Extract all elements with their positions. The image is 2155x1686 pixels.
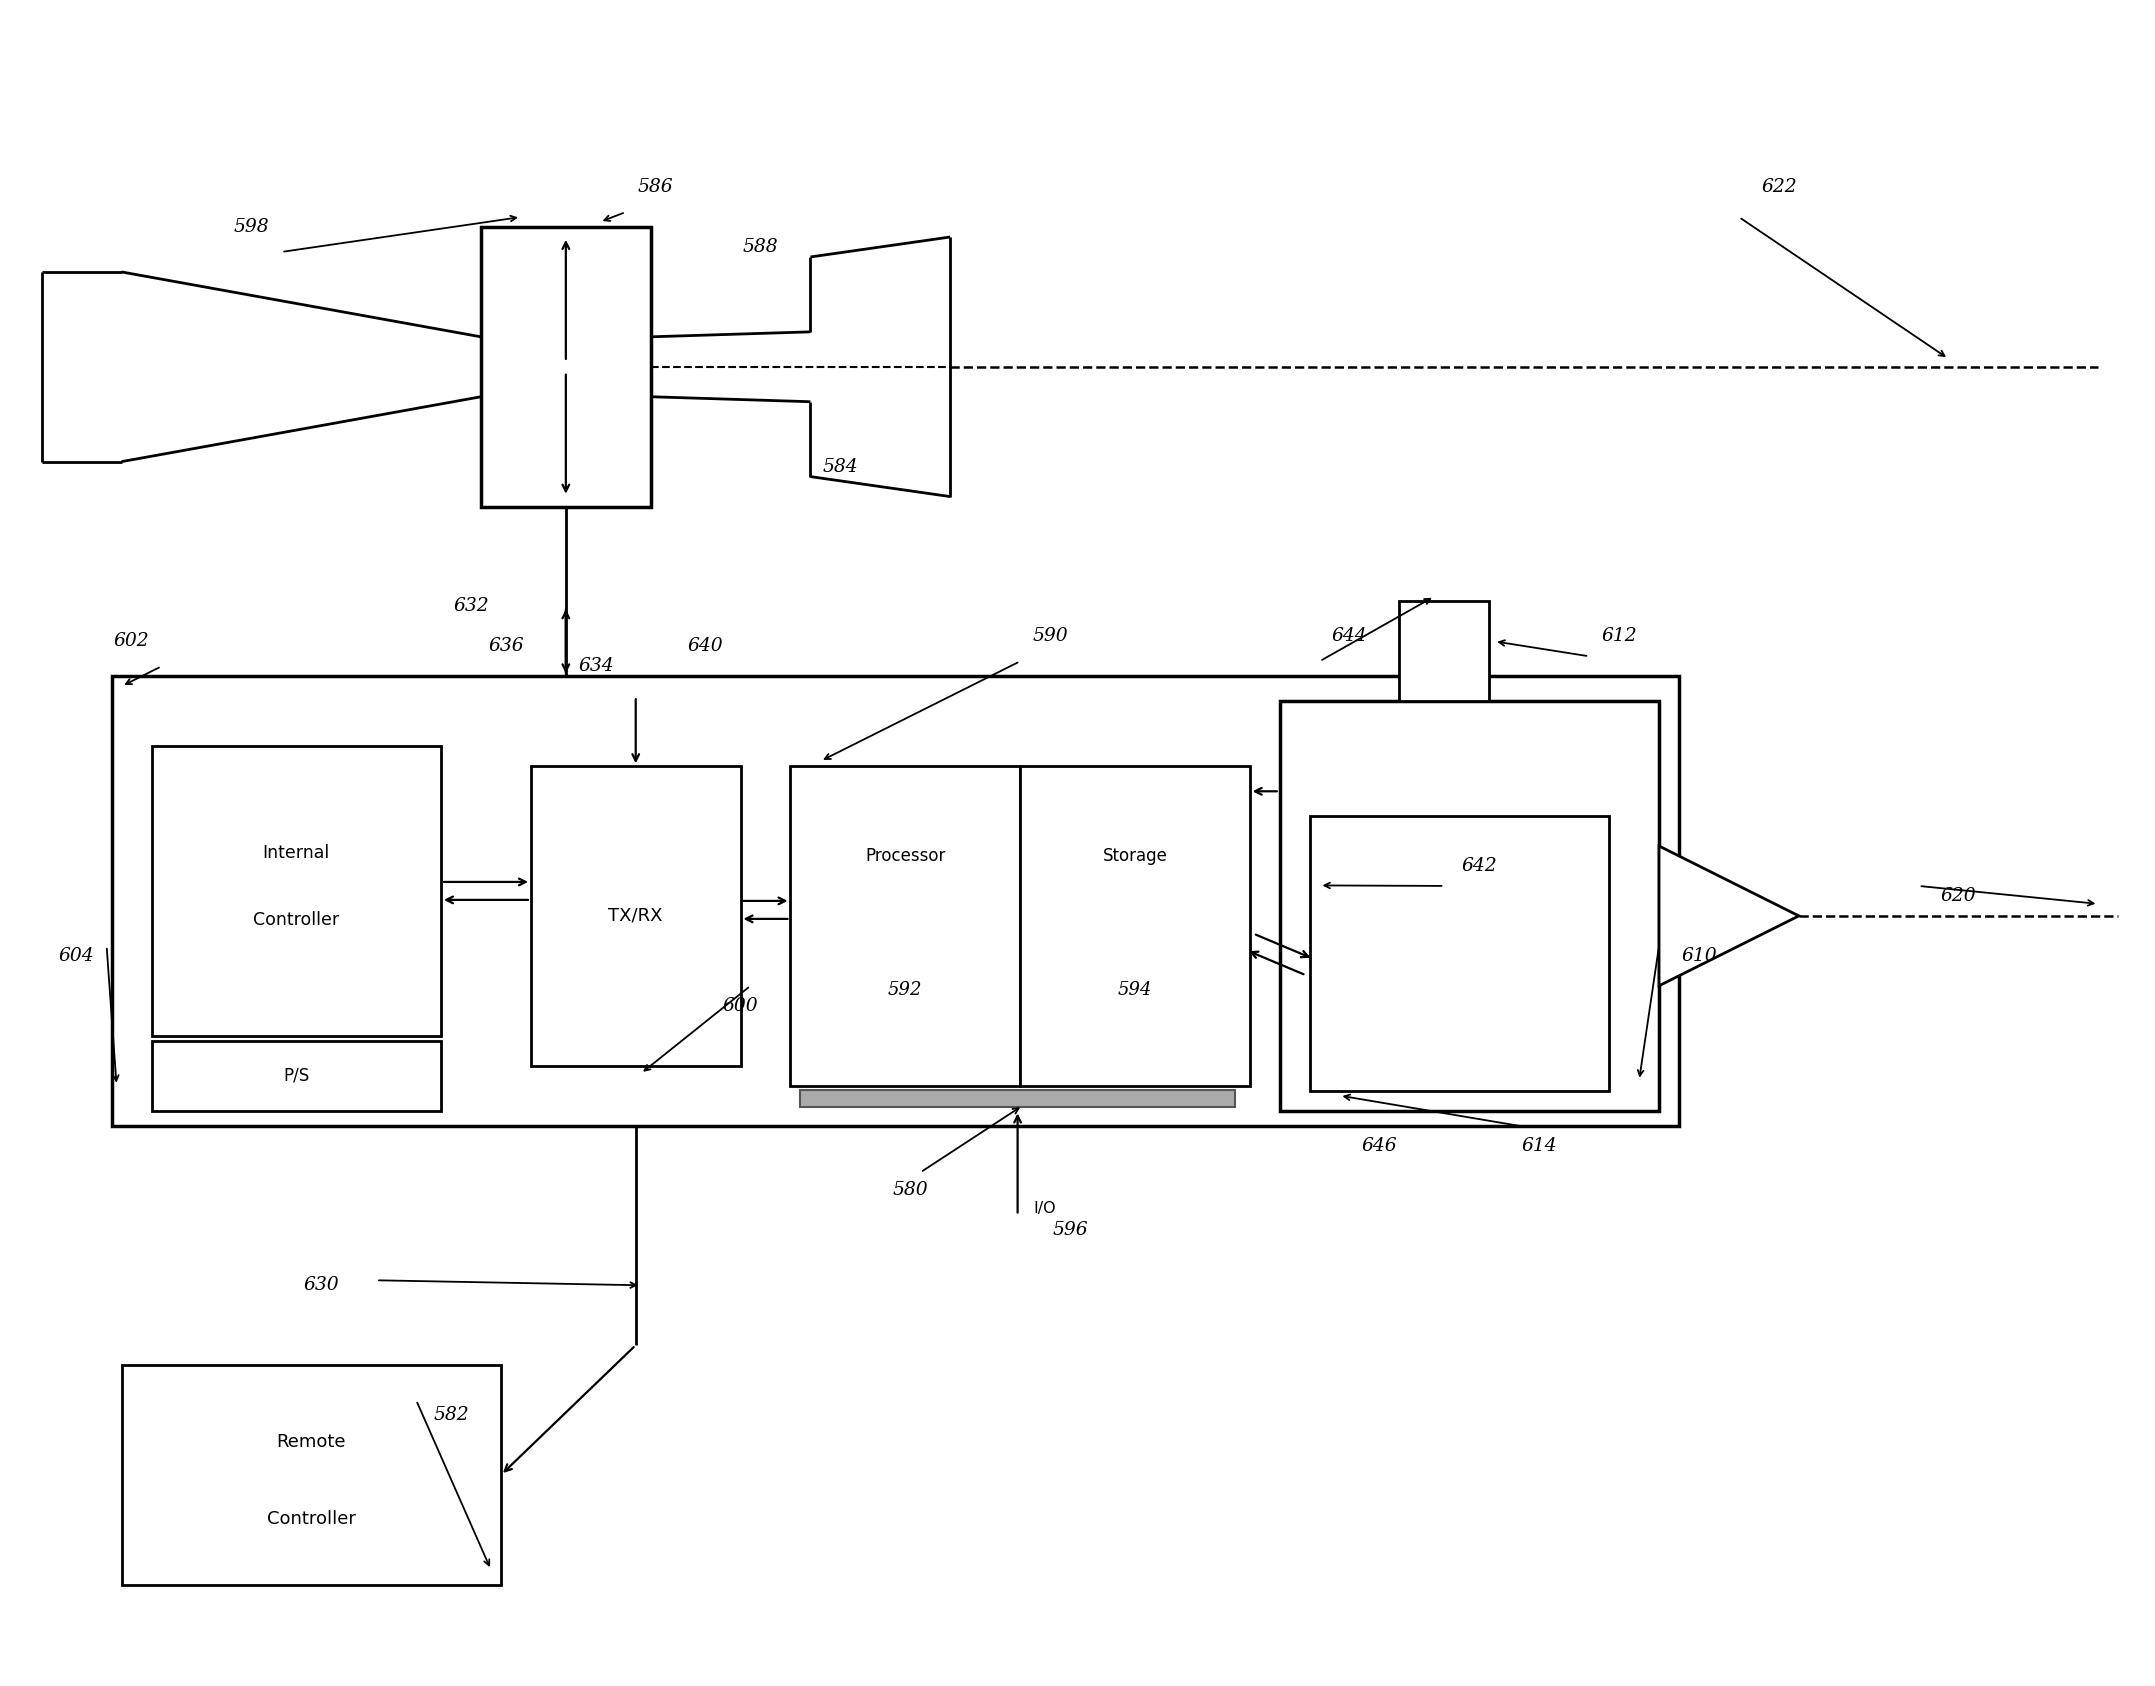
Text: TX/RX: TX/RX <box>608 907 664 926</box>
Text: 592: 592 <box>888 981 922 998</box>
Text: 600: 600 <box>722 996 759 1015</box>
Bar <box>151 747 442 1035</box>
Text: 582: 582 <box>433 1406 470 1425</box>
Text: 598: 598 <box>233 217 269 236</box>
Text: 596: 596 <box>1052 1221 1088 1239</box>
Text: Remote: Remote <box>276 1433 347 1452</box>
Polygon shape <box>1659 846 1799 986</box>
Text: 584: 584 <box>823 457 858 475</box>
Text: 622: 622 <box>1761 179 1797 196</box>
Text: Processor: Processor <box>864 846 946 865</box>
Text: Controller: Controller <box>254 910 338 929</box>
Text: 580: 580 <box>892 1182 929 1199</box>
Bar <box>1310 816 1610 1091</box>
Text: Internal: Internal <box>263 845 330 862</box>
Text: P/S: P/S <box>282 1067 310 1084</box>
Bar <box>530 765 741 1066</box>
Text: 590: 590 <box>1032 627 1069 646</box>
Bar <box>1280 701 1659 1111</box>
Text: 634: 634 <box>578 658 614 676</box>
Text: 630: 630 <box>304 1276 338 1295</box>
Text: 644: 644 <box>1332 627 1368 646</box>
Text: I/O: I/O <box>1034 1200 1056 1216</box>
Bar <box>1019 765 1250 1086</box>
Text: 612: 612 <box>1601 627 1638 646</box>
Text: 610: 610 <box>1681 948 1718 964</box>
Bar <box>151 1040 442 1111</box>
Bar <box>791 765 1019 1086</box>
Bar <box>1399 602 1489 701</box>
Text: 588: 588 <box>743 238 778 256</box>
Text: 640: 640 <box>687 637 724 656</box>
Text: 586: 586 <box>638 179 675 196</box>
Text: 604: 604 <box>58 948 95 964</box>
Text: Storage: Storage <box>1103 846 1168 865</box>
Text: 594: 594 <box>1118 981 1153 998</box>
Text: 636: 636 <box>489 637 524 656</box>
Text: 614: 614 <box>1521 1136 1558 1155</box>
Text: Controller: Controller <box>267 1511 356 1528</box>
Text: 602: 602 <box>114 632 149 651</box>
Text: 632: 632 <box>453 597 489 615</box>
Bar <box>112 676 1679 1126</box>
Text: 620: 620 <box>1942 887 1976 905</box>
Text: 642: 642 <box>1461 856 1498 875</box>
Bar <box>121 1366 500 1585</box>
Bar <box>481 228 651 506</box>
Bar <box>800 1089 1235 1106</box>
Text: 646: 646 <box>1362 1136 1396 1155</box>
